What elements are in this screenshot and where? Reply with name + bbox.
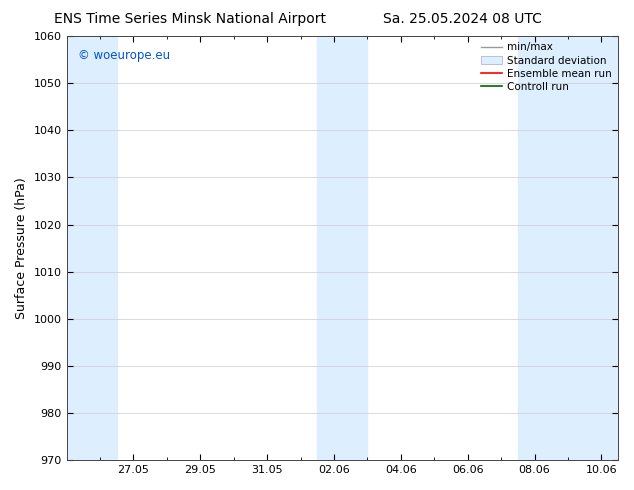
- Bar: [317, 36, 367, 460]
- Text: ENS Time Series Minsk National Airport: ENS Time Series Minsk National Airport: [54, 12, 327, 26]
- Y-axis label: Surface Pressure (hPa): Surface Pressure (hPa): [15, 177, 28, 319]
- Bar: [518, 36, 618, 460]
- Bar: [67, 36, 117, 460]
- Legend: min/max, Standard deviation, Ensemble mean run, Controll run: min/max, Standard deviation, Ensemble me…: [477, 38, 616, 96]
- Text: Sa. 25.05.2024 08 UTC: Sa. 25.05.2024 08 UTC: [384, 12, 542, 26]
- Text: © woeurope.eu: © woeurope.eu: [77, 49, 170, 62]
